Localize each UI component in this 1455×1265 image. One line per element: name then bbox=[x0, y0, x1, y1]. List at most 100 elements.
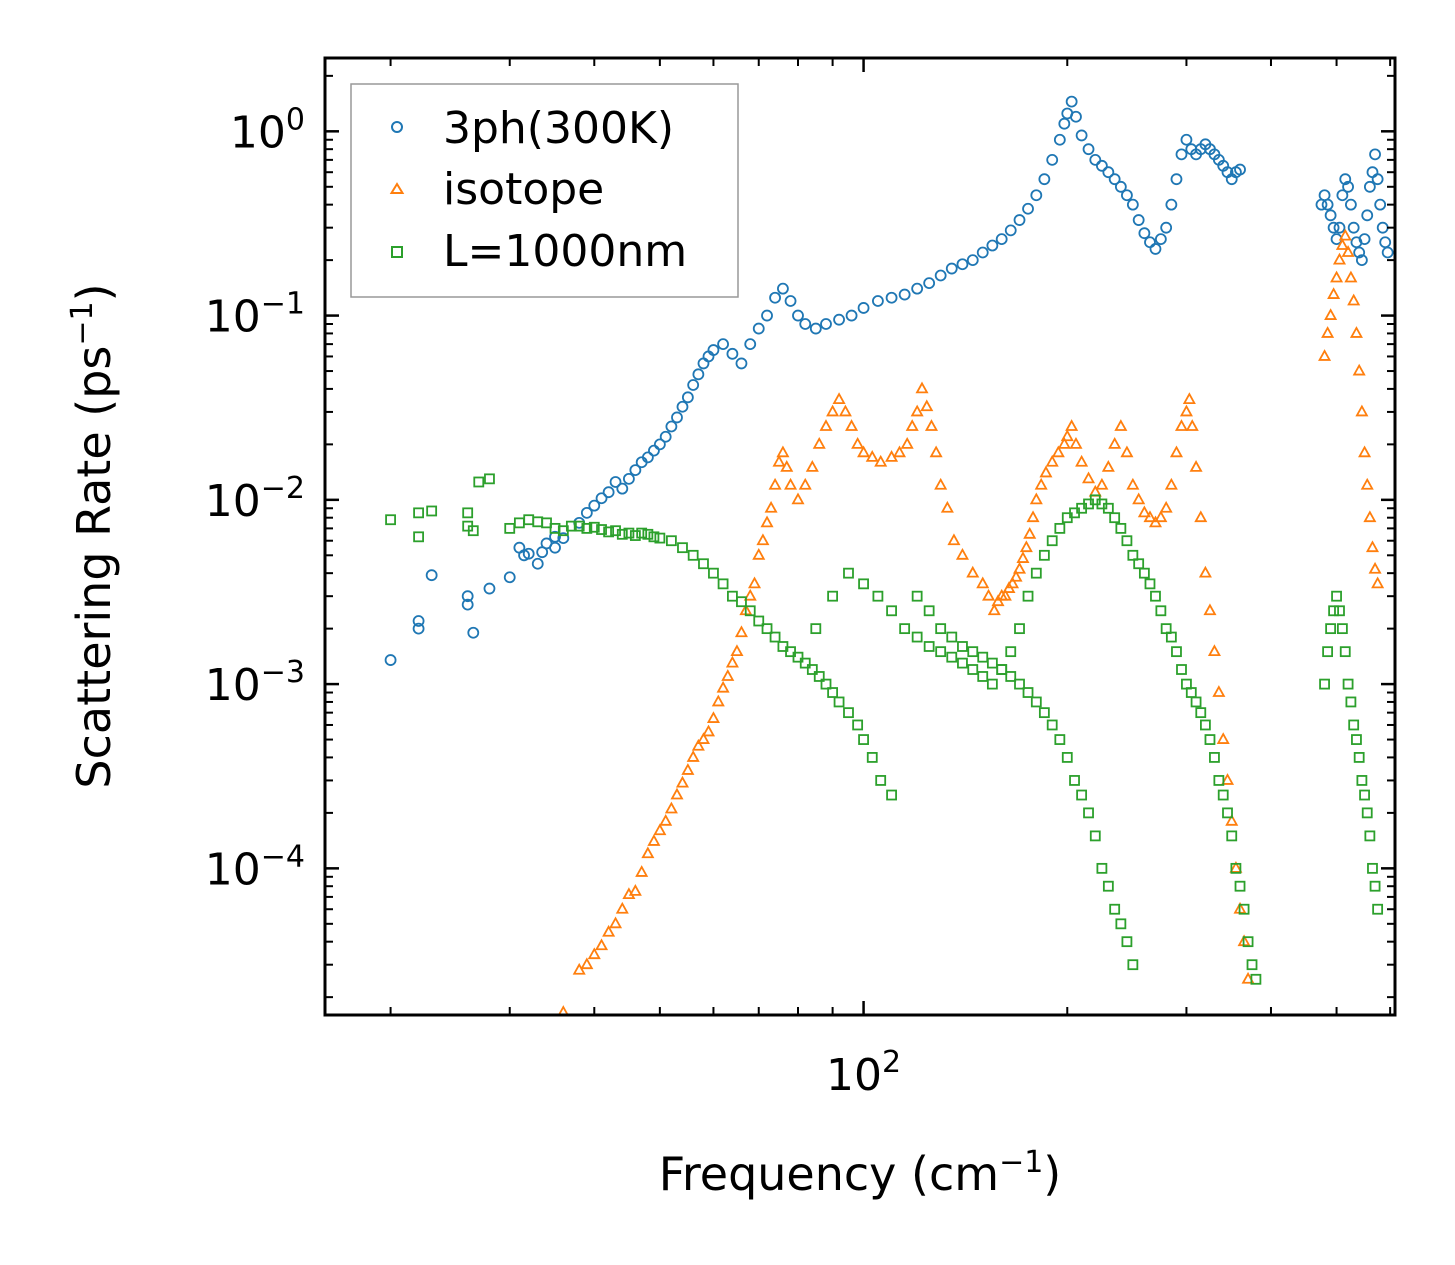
y-axis-label: Scattering Rate (ps−1) bbox=[65, 283, 121, 788]
data-point bbox=[792, 651, 804, 663]
data-point bbox=[580, 506, 593, 519]
data-point bbox=[1229, 860, 1243, 873]
data-point bbox=[1222, 807, 1233, 819]
data-point bbox=[1331, 590, 1342, 602]
data-point bbox=[1121, 535, 1133, 547]
data-point bbox=[730, 644, 744, 657]
data-point bbox=[1030, 189, 1043, 202]
data-point bbox=[996, 664, 1008, 675]
data-point bbox=[1179, 404, 1193, 417]
data-point bbox=[1344, 198, 1357, 211]
data-point bbox=[1327, 287, 1341, 299]
data-point bbox=[832, 392, 846, 404]
data-point bbox=[1121, 936, 1133, 948]
data-point bbox=[1160, 221, 1173, 234]
data-point bbox=[1095, 159, 1108, 172]
data-point bbox=[1194, 510, 1208, 523]
data-point bbox=[1324, 209, 1337, 222]
data-point bbox=[467, 626, 480, 639]
data-point bbox=[761, 309, 773, 322]
data-point bbox=[920, 399, 934, 412]
data-point bbox=[736, 596, 747, 608]
data-point bbox=[595, 938, 609, 951]
data-point bbox=[541, 517, 552, 529]
data-point bbox=[1336, 189, 1349, 202]
data-point bbox=[557, 1005, 569, 1015]
series-layer bbox=[384, 95, 1394, 1015]
data-point bbox=[1102, 502, 1114, 514]
data-point bbox=[1005, 646, 1017, 658]
data-point bbox=[1102, 166, 1115, 179]
data-point bbox=[1381, 246, 1394, 259]
data-point bbox=[687, 549, 699, 561]
data-point bbox=[1075, 454, 1089, 467]
data-point bbox=[696, 732, 711, 744]
data-point bbox=[1039, 465, 1053, 478]
data-point bbox=[531, 557, 544, 570]
data-point bbox=[986, 678, 998, 690]
data-point bbox=[653, 438, 666, 451]
data-point bbox=[1045, 454, 1059, 467]
tick-layer: 102 100 10−1 10−2 10−3 10−4 bbox=[205, 58, 1395, 1101]
data-point bbox=[874, 454, 888, 467]
data-point bbox=[1065, 95, 1078, 108]
data-point bbox=[776, 445, 790, 458]
data-point bbox=[865, 450, 879, 462]
data-point bbox=[1234, 163, 1246, 176]
data-point bbox=[628, 884, 642, 896]
data-point bbox=[1342, 180, 1354, 193]
data-point bbox=[1360, 477, 1374, 490]
data-point bbox=[1089, 153, 1102, 166]
data-point bbox=[413, 531, 424, 543]
data-point bbox=[1138, 227, 1151, 240]
data-point bbox=[698, 558, 709, 570]
data-point bbox=[1005, 576, 1020, 589]
data-point bbox=[976, 576, 990, 589]
data-point bbox=[384, 654, 397, 666]
data-point bbox=[687, 379, 700, 391]
data-point bbox=[1333, 221, 1346, 234]
data-point bbox=[1075, 129, 1088, 142]
data-point bbox=[1209, 752, 1220, 763]
y-tick-label: 10−4 bbox=[205, 839, 305, 895]
data-point bbox=[665, 420, 678, 433]
data-point bbox=[1204, 734, 1216, 745]
data-point bbox=[412, 615, 425, 627]
data-point bbox=[1213, 775, 1225, 786]
data-point bbox=[1114, 180, 1127, 193]
data-point bbox=[785, 646, 796, 658]
data-point bbox=[1200, 719, 1211, 731]
data-point bbox=[820, 318, 832, 330]
data-point bbox=[588, 499, 601, 512]
data-point bbox=[1109, 903, 1121, 915]
data-point bbox=[503, 571, 516, 584]
data-point bbox=[1216, 732, 1230, 744]
data-point bbox=[1126, 477, 1140, 490]
data-point bbox=[827, 687, 839, 698]
data-point bbox=[1371, 576, 1385, 589]
data-point bbox=[1016, 551, 1030, 563]
data-point bbox=[1038, 549, 1050, 561]
data-point bbox=[1061, 752, 1073, 763]
data-point bbox=[1127, 959, 1139, 971]
legend-label-isotope: isotope bbox=[443, 164, 604, 215]
data-point bbox=[461, 598, 474, 611]
data-point bbox=[976, 246, 989, 259]
data-point bbox=[798, 477, 812, 490]
data-point bbox=[1046, 535, 1058, 547]
data-point bbox=[1324, 308, 1338, 320]
data-point bbox=[1095, 477, 1109, 490]
data-point bbox=[1154, 233, 1167, 246]
data-point bbox=[1150, 590, 1161, 602]
data-point bbox=[1132, 492, 1146, 505]
data-point bbox=[812, 437, 826, 449]
data-point bbox=[799, 657, 811, 669]
data-point bbox=[629, 464, 642, 477]
data-point bbox=[1365, 540, 1380, 553]
data-point bbox=[717, 338, 729, 351]
data-point bbox=[686, 750, 700, 762]
data-point bbox=[1185, 419, 1199, 431]
data-point bbox=[744, 338, 757, 351]
data-point bbox=[653, 823, 667, 836]
